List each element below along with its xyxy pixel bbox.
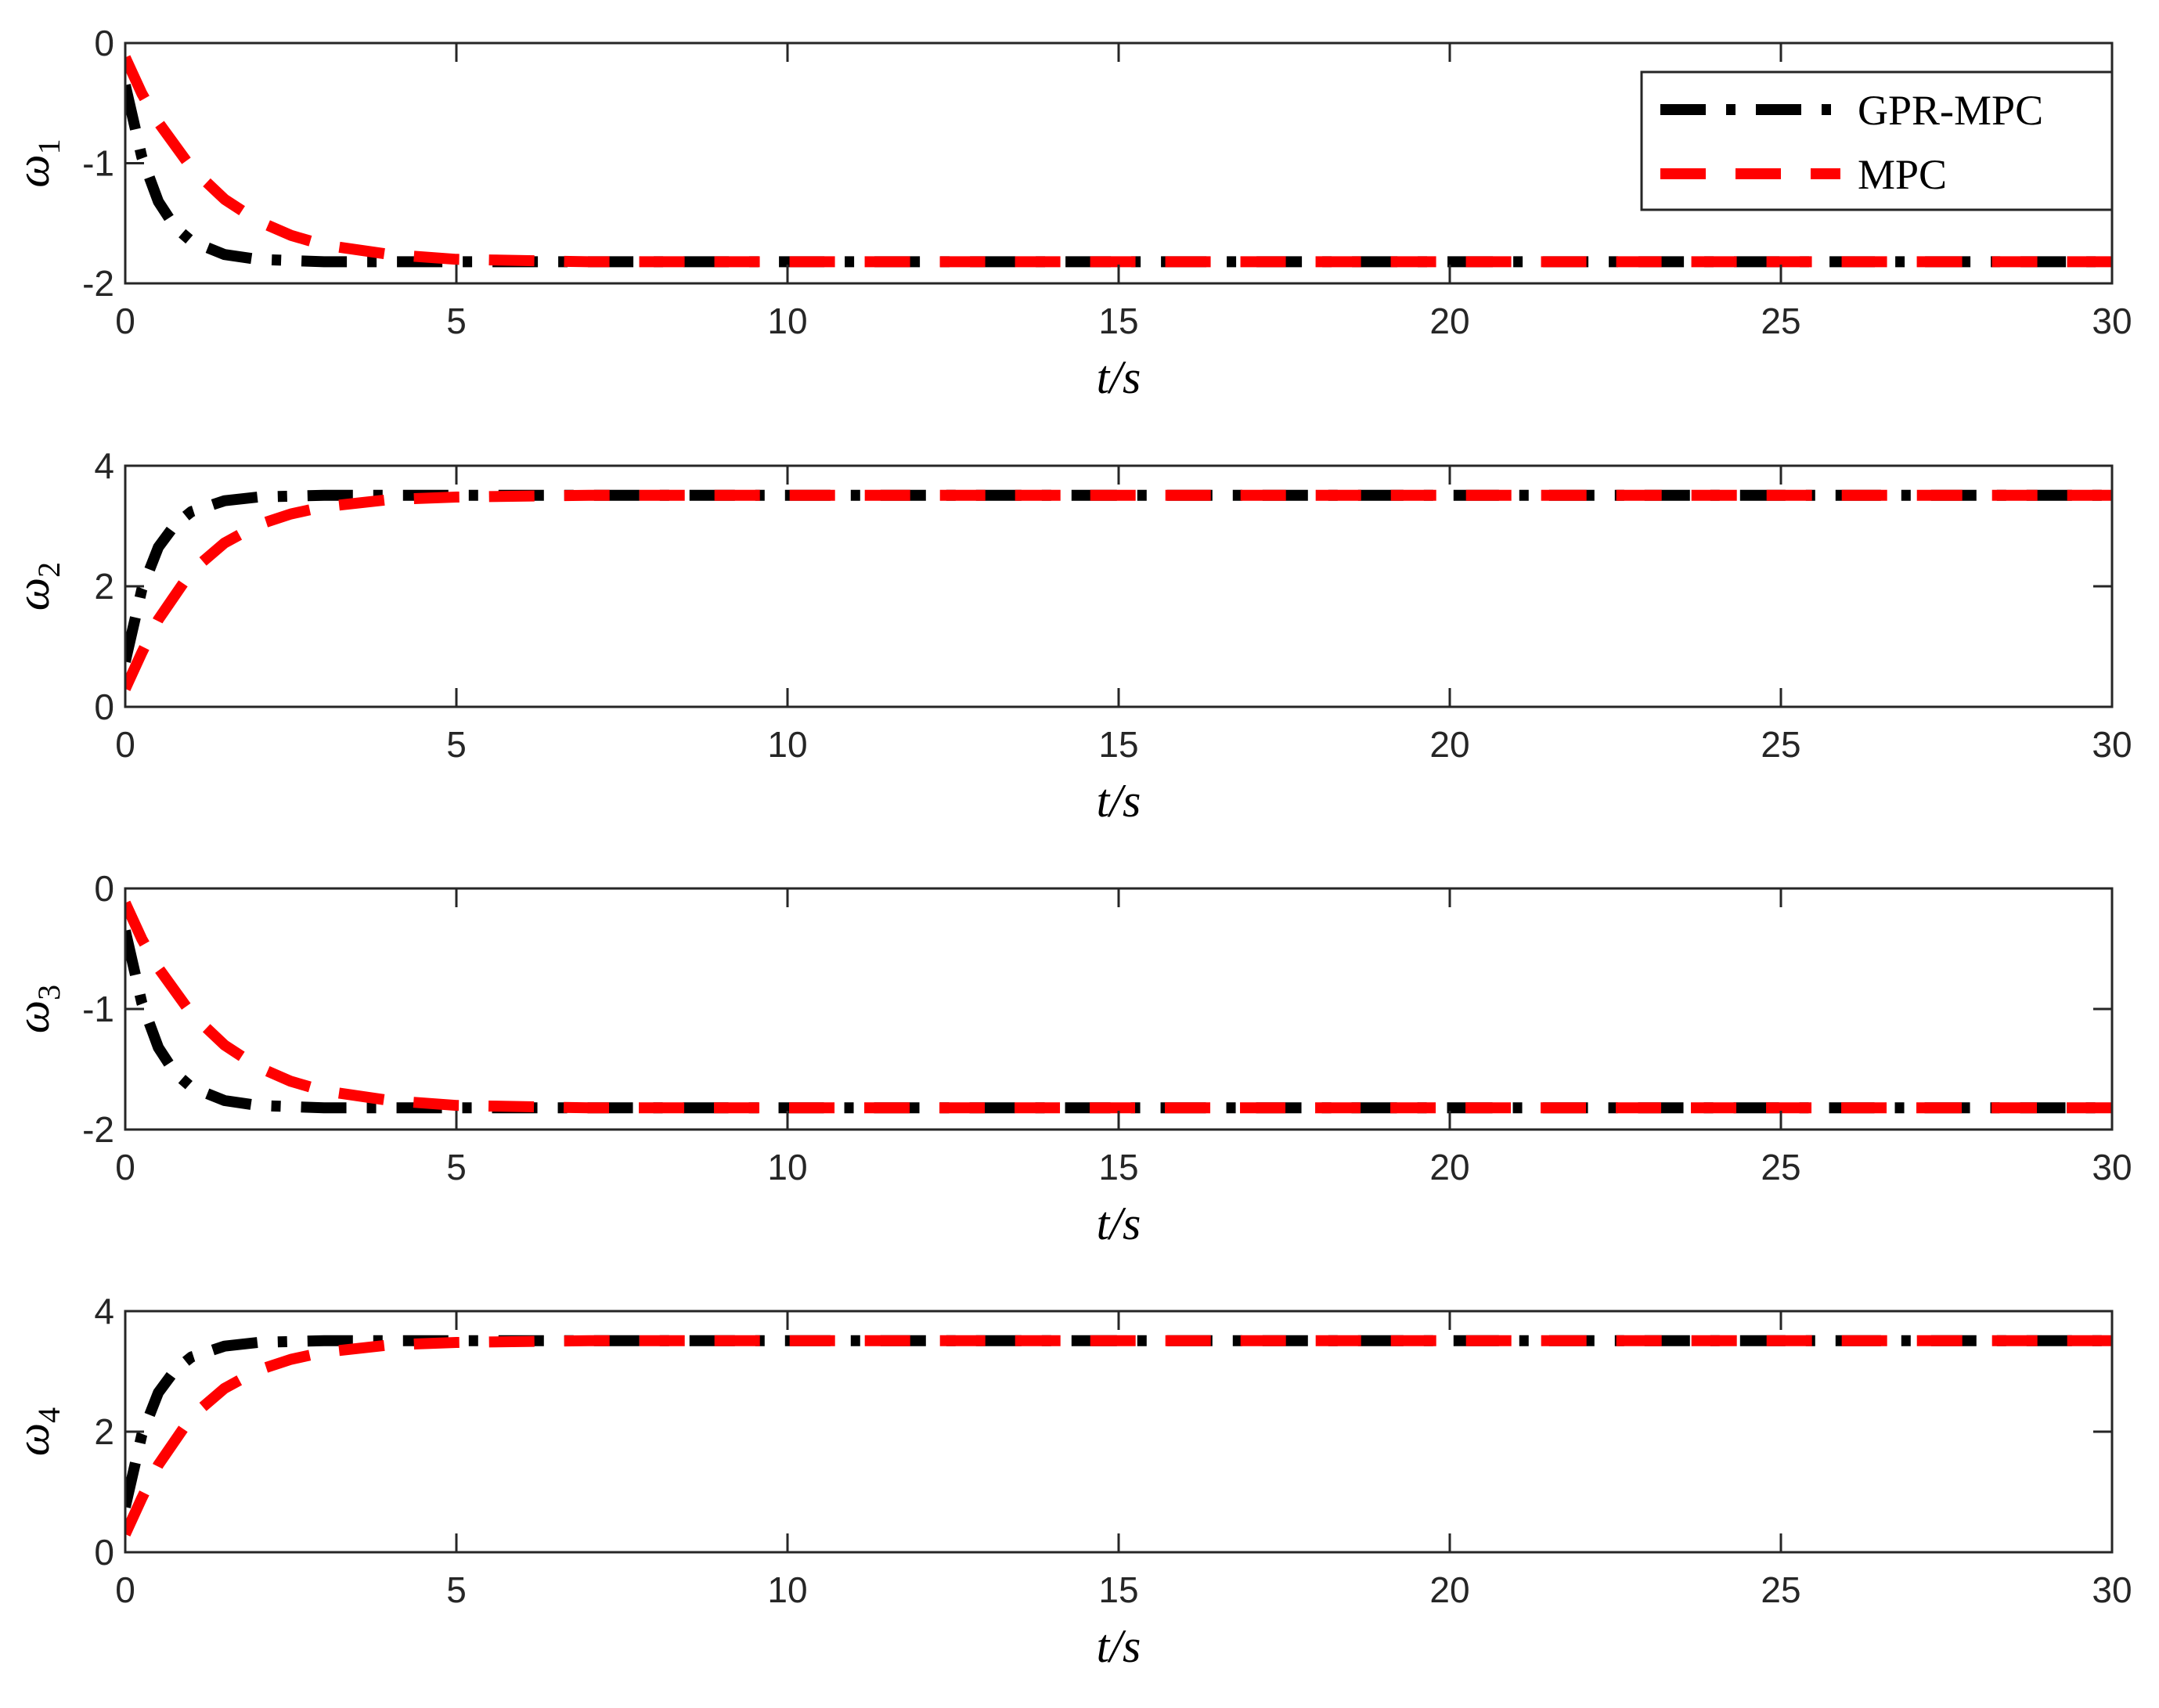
y-axis-label-subscript: 1 (31, 139, 67, 154)
x-axis-label: t/s (1097, 1198, 1141, 1249)
series-line-mpc (125, 55, 2112, 268)
y-tick-label: -2 (82, 1109, 114, 1150)
x-tick-label: 0 (115, 301, 135, 341)
y-tick-label: 4 (94, 445, 114, 486)
series-line-gpr-mpc (125, 489, 2112, 663)
subplot-3: 0 5 10 15 20 25 30 -2 -1 0 t/s ω3 (7, 868, 2132, 1249)
y-tick-label: -1 (82, 143, 114, 184)
x-tick-label: 10 (767, 724, 807, 765)
x-tick-label: 5 (446, 1569, 467, 1610)
x-tick-label: 20 (1429, 1569, 1469, 1610)
y-axis-label-symbol: ω (7, 1000, 59, 1033)
x-tick-label: 5 (446, 724, 467, 765)
y-axis-label-subscript: 3 (31, 985, 67, 1000)
x-tick-label: 10 (767, 1147, 807, 1187)
y-axis-label-subscript: 2 (31, 562, 67, 578)
y-axis-label: ω3 (7, 985, 67, 1033)
y-axis-label-symbol: ω (7, 154, 59, 187)
x-tick-label: 15 (1098, 1147, 1138, 1187)
series-line-gpr-mpc (125, 84, 2112, 268)
legend: GPR-MPC MPC (1640, 70, 2114, 211)
series-line-mpc (125, 900, 2112, 1114)
x-tick-label: 10 (767, 1569, 807, 1610)
x-tick-label: 25 (1761, 724, 1800, 765)
x-axis-label: t/s (1097, 1620, 1141, 1672)
y-tick-label: -1 (82, 989, 114, 1029)
y-axis-label: ω2 (7, 562, 67, 611)
x-tick-label: 5 (446, 1147, 467, 1187)
series-line-mpc (125, 1335, 2112, 1537)
y-tick-label: -2 (82, 263, 114, 304)
legend-label: MPC (1858, 151, 1947, 198)
x-tick-label: 30 (2092, 301, 2132, 341)
y-tick-label: 4 (94, 1291, 114, 1331)
subplot-1: 0 5 10 15 20 25 30 -2 -1 0 t/s ω1 (7, 23, 2132, 403)
x-tick-label: 25 (1761, 301, 1800, 341)
y-axis-label: ω4 (7, 1407, 67, 1456)
x-axis-label: t/s (1097, 775, 1141, 827)
legend-box (1640, 70, 2114, 211)
y-tick-label: 0 (94, 23, 114, 63)
series-line-gpr-mpc (125, 929, 2112, 1114)
x-tick-label: 15 (1098, 301, 1138, 341)
x-tick-label: 25 (1761, 1569, 1800, 1610)
x-tick-label: 25 (1761, 1147, 1800, 1187)
x-tick-label: 10 (767, 301, 807, 341)
y-tick-label: 2 (94, 1411, 114, 1452)
legend-label: GPR-MPC (1858, 87, 2043, 134)
x-tick-label: 20 (1429, 1147, 1469, 1187)
x-axis-label: t/s (1097, 351, 1141, 403)
x-tick-label: 30 (2092, 1569, 2132, 1610)
x-tick-label: 5 (446, 301, 467, 341)
series-line-gpr-mpc (125, 1335, 2112, 1508)
y-axis-label: ω1 (7, 139, 67, 187)
x-tick-label: 15 (1098, 1569, 1138, 1610)
x-tick-label: 30 (2092, 724, 2132, 765)
series-line-mpc (125, 489, 2112, 691)
y-axis-label-symbol: ω (7, 1423, 59, 1456)
x-tick-label: 0 (115, 1147, 135, 1187)
x-tick-label: 15 (1098, 724, 1138, 765)
y-tick-label: 2 (94, 566, 114, 607)
y-axis-label-subscript: 4 (31, 1407, 67, 1423)
x-tick-label: 0 (115, 724, 135, 765)
x-tick-label: 20 (1429, 301, 1469, 341)
y-axis-label-symbol: ω (7, 578, 59, 611)
y-tick-label: 0 (94, 868, 114, 909)
x-tick-label: 30 (2092, 1147, 2132, 1187)
y-tick-label: 0 (94, 686, 114, 727)
y-tick-label: 0 (94, 1532, 114, 1573)
x-tick-label: 20 (1429, 724, 1469, 765)
x-tick-label: 0 (115, 1569, 135, 1610)
